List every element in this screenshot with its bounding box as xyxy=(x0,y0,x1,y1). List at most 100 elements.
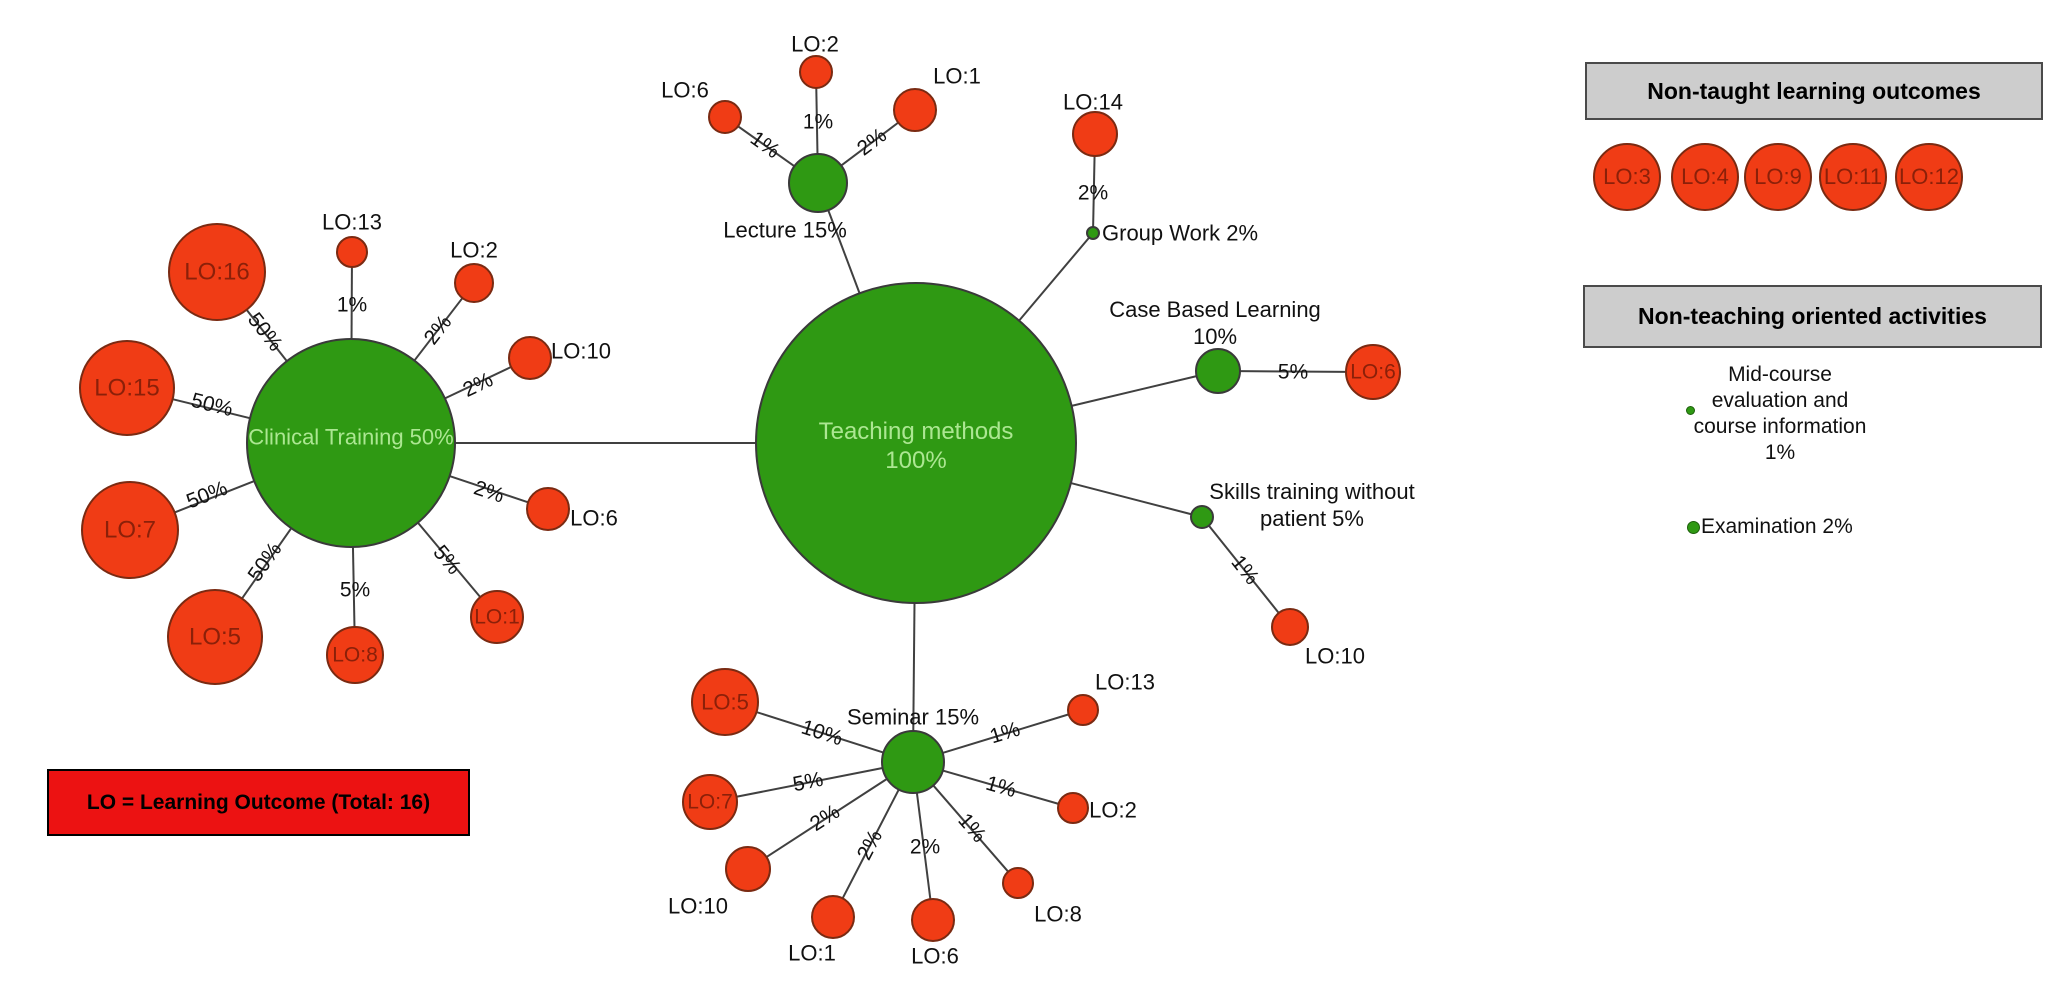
edge-clinical-c8 xyxy=(351,546,356,628)
node-se8 xyxy=(1002,867,1034,899)
node-label-teaching: Teaching methods xyxy=(819,418,1014,445)
node-label-clinical: Clinical Training 50% xyxy=(248,425,453,450)
midcourse-line: 1% xyxy=(1764,441,1796,464)
edge-weight-label: 10% xyxy=(798,716,845,751)
edge-clinical-c6 xyxy=(449,475,529,504)
node-label-se10: LO:10 xyxy=(668,894,728,919)
node-label-groupwork: Group Work 2% xyxy=(1102,221,1258,246)
node-se7 xyxy=(682,774,738,830)
non-teaching-activities-title: Non-teaching oriented activities xyxy=(1638,303,1987,329)
non-taught-outcomes-title: Non-taught learning outcomes xyxy=(1647,77,1981,104)
node-c6 xyxy=(526,487,570,531)
edge-weight-label: 2% xyxy=(806,800,844,836)
node-label-c16: LO:16 xyxy=(184,259,249,286)
node-l6 xyxy=(708,100,742,134)
node-c13 xyxy=(336,236,368,268)
non-taught-lo-chip: LO:11 xyxy=(1819,143,1887,211)
edge-seminar-se1 xyxy=(841,789,900,899)
node-label-seminar: Seminar 15% xyxy=(847,705,979,730)
node-label-c7: LO:7 xyxy=(104,517,156,544)
edge-groupwork-g14 xyxy=(1092,155,1096,228)
node-lecture xyxy=(788,153,848,213)
non-taught-outcomes-header: Non-taught learning outcomes xyxy=(1585,62,2043,120)
node-cb6 xyxy=(1345,344,1401,400)
edge-weight-label: 1% xyxy=(746,127,784,163)
edge-clinical-c7 xyxy=(174,480,255,514)
node-label-se5: LO:5 xyxy=(701,690,749,715)
edge-skills-s10 xyxy=(1208,524,1280,614)
node-se6 xyxy=(911,898,955,942)
edge-weight-label: 1% xyxy=(987,718,1023,749)
node-c8 xyxy=(326,626,384,684)
edge-teaching-lecture xyxy=(827,209,861,294)
edge-weight-label: 1% xyxy=(337,294,367,317)
node-label-skills: Skills training without xyxy=(1209,479,1414,504)
legend-box: LO = Learning Outcome (Total: 16) xyxy=(47,769,470,836)
edge-seminar-se2 xyxy=(942,769,1059,805)
edge-seminar-se7 xyxy=(736,767,883,798)
edge-weight-label: 1% xyxy=(803,111,833,134)
legend-label: LO = Learning Outcome (Total: 16) xyxy=(86,790,431,814)
edge-weight-label: 2% xyxy=(910,836,940,859)
edge-teaching-groupwork xyxy=(1018,236,1090,322)
node-c2 xyxy=(454,263,494,303)
node-label-l6: LO:6 xyxy=(661,78,709,103)
lo-chip-label: LO:9 xyxy=(1754,164,1802,189)
edge-teaching-casebased xyxy=(1071,375,1197,407)
node-skills xyxy=(1190,505,1214,529)
edge-weight-label: 50% xyxy=(183,477,231,514)
node-c5 xyxy=(167,589,263,685)
node-casebased xyxy=(1195,348,1241,394)
node-s10 xyxy=(1271,608,1309,646)
edge-seminar-se6 xyxy=(915,792,932,900)
node-label-l1: LO:1 xyxy=(933,64,981,89)
edge-teaching-skills xyxy=(1070,482,1192,516)
edge-seminar-se10 xyxy=(765,778,888,858)
node-c1 xyxy=(470,590,524,644)
node-label-se13: LO:13 xyxy=(1095,670,1155,695)
node-l1 xyxy=(893,88,937,132)
node-c10 xyxy=(508,336,552,380)
node-label-c1: LO:1 xyxy=(474,606,520,629)
edge-weight-label: 2% xyxy=(853,826,887,864)
edge-weight-label: 5% xyxy=(1278,360,1309,383)
midcourse-line: Mid-course xyxy=(1728,363,1832,386)
node-l2 xyxy=(799,55,833,89)
edge-weight-label: 2% xyxy=(853,124,891,161)
midcourse-line: course information xyxy=(1693,415,1867,438)
node-label-lecture: Lecture 15% xyxy=(723,218,847,243)
midcourse-evaluation-label: Mid-course evaluation and course informa… xyxy=(1690,362,1870,466)
edge-weight-label: 5% xyxy=(340,579,370,602)
edge-weight-label: 50% xyxy=(243,308,287,355)
lo-chip-label: LO:11 xyxy=(1823,164,1883,189)
edge-teaching-seminar xyxy=(912,602,916,732)
node-se5 xyxy=(691,668,759,736)
edge-weight-label: 50% xyxy=(189,389,235,421)
node-label-se7: LO:7 xyxy=(687,791,733,814)
non-taught-lo-chip: LO:3 xyxy=(1593,143,1661,211)
edge-lecture-l1 xyxy=(840,121,899,167)
node-c7 xyxy=(81,481,179,579)
edge-weight-label: 5% xyxy=(791,768,825,796)
edge-seminar-se8 xyxy=(932,784,1009,873)
node-label-s10: LO:10 xyxy=(1305,644,1365,669)
node-groupwork xyxy=(1086,226,1100,240)
node-label-se2: LO:2 xyxy=(1089,798,1137,823)
edge-clinical-c1 xyxy=(417,522,482,598)
edge-weight-label: 2% xyxy=(459,368,496,402)
node-label-l2: LO:2 xyxy=(791,32,839,57)
node-label-g14: LO:14 xyxy=(1063,90,1123,115)
node-clinical xyxy=(246,338,456,548)
edge-clinical-c16 xyxy=(245,309,288,362)
lo-chip-label: LO:4 xyxy=(1681,164,1729,189)
edge-seminar-se5 xyxy=(756,711,884,754)
non-teaching-activities-header: Non-teaching oriented activities xyxy=(1583,285,2042,348)
edge-clinical-c5 xyxy=(241,527,293,600)
lo-chip-label: LO:12 xyxy=(1899,164,1959,189)
non-taught-lo-chip: LO:9 xyxy=(1744,143,1812,211)
edge-lecture-l6 xyxy=(737,125,795,168)
node-label-c10: LO:10 xyxy=(551,339,611,364)
examination-dot-icon xyxy=(1687,521,1700,534)
